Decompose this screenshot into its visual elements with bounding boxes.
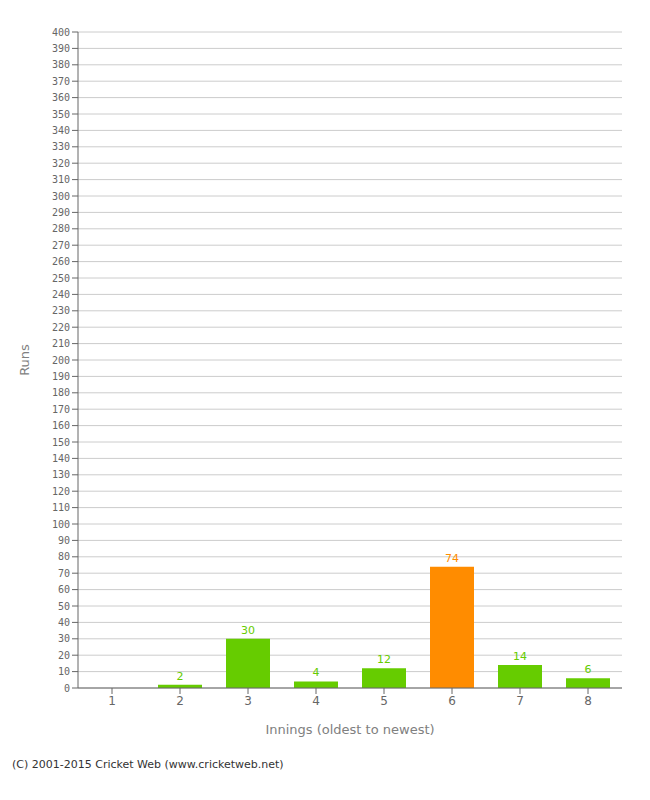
svg-text:2: 2: [177, 670, 184, 683]
svg-text:190: 190: [52, 371, 70, 382]
svg-text:330: 330: [52, 141, 70, 152]
svg-text:30: 30: [241, 624, 255, 637]
svg-text:6: 6: [448, 694, 456, 708]
svg-text:8: 8: [584, 694, 592, 708]
svg-text:150: 150: [52, 437, 70, 448]
svg-text:160: 160: [52, 420, 70, 431]
svg-text:280: 280: [52, 223, 70, 234]
svg-text:90: 90: [58, 535, 70, 546]
svg-text:74: 74: [445, 552, 459, 565]
svg-text:4: 4: [313, 666, 320, 679]
svg-text:1: 1: [108, 694, 116, 708]
svg-text:270: 270: [52, 240, 70, 251]
svg-text:Runs: Runs: [17, 344, 32, 376]
svg-text:2: 2: [176, 694, 184, 708]
svg-text:100: 100: [52, 519, 70, 530]
svg-text:40: 40: [58, 617, 70, 628]
svg-text:7: 7: [516, 694, 524, 708]
svg-text:360: 360: [52, 92, 70, 103]
svg-text:370: 370: [52, 76, 70, 87]
svg-text:230: 230: [52, 305, 70, 316]
svg-text:10: 10: [58, 666, 70, 677]
svg-text:20: 20: [58, 650, 70, 661]
svg-text:220: 220: [52, 322, 70, 333]
svg-text:340: 340: [52, 125, 70, 136]
svg-text:210: 210: [52, 338, 70, 349]
svg-text:50: 50: [58, 601, 70, 612]
svg-text:180: 180: [52, 387, 70, 398]
svg-text:6: 6: [585, 663, 592, 676]
svg-text:4: 4: [312, 694, 320, 708]
svg-text:130: 130: [52, 469, 70, 480]
svg-text:300: 300: [52, 191, 70, 202]
svg-text:240: 240: [52, 289, 70, 300]
svg-text:400: 400: [52, 27, 70, 38]
svg-text:12: 12: [377, 653, 391, 666]
svg-text:30: 30: [58, 633, 70, 644]
svg-text:200: 200: [52, 355, 70, 366]
svg-text:Innings (oldest to newest): Innings (oldest to newest): [265, 722, 434, 737]
svg-text:0: 0: [64, 683, 70, 694]
svg-text:350: 350: [52, 109, 70, 120]
svg-text:14: 14: [513, 650, 527, 663]
svg-text:390: 390: [52, 43, 70, 54]
svg-text:170: 170: [52, 404, 70, 415]
svg-text:5: 5: [380, 694, 388, 708]
svg-text:250: 250: [52, 273, 70, 284]
svg-text:3: 3: [244, 694, 252, 708]
svg-text:260: 260: [52, 256, 70, 267]
svg-text:310: 310: [52, 174, 70, 185]
svg-text:120: 120: [52, 486, 70, 497]
svg-text:290: 290: [52, 207, 70, 218]
svg-text:110: 110: [52, 502, 70, 513]
svg-text:60: 60: [58, 584, 70, 595]
svg-text:80: 80: [58, 551, 70, 562]
svg-text:140: 140: [52, 453, 70, 464]
html-text:(C) 2001-2015 Cricket Web (www: (C) 2001-2015 Cricket Web (www.cricketwe…: [12, 758, 284, 771]
svg-text:320: 320: [52, 158, 70, 169]
svg-text:70: 70: [58, 568, 70, 579]
svg-text:380: 380: [52, 59, 70, 70]
